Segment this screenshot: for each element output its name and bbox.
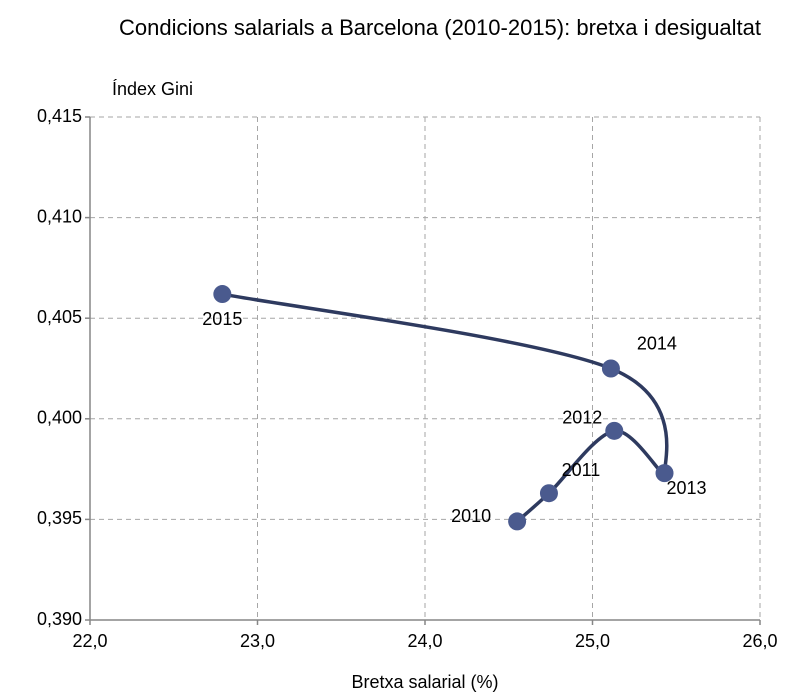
point-marker xyxy=(508,512,527,531)
point-marker xyxy=(601,359,620,378)
point-marker xyxy=(539,484,558,503)
y-tick-label: 0,390 xyxy=(37,609,82,629)
x-axis-label: Bretxa salarial (%) xyxy=(351,672,498,692)
y-tick-label: 0,415 xyxy=(37,106,82,126)
y-tick-label: 0,400 xyxy=(37,408,82,428)
point-label: 2015 xyxy=(202,309,242,329)
point-label: 2013 xyxy=(667,478,707,498)
x-tick-label: 23,0 xyxy=(240,631,275,651)
y-tick-label: 0,405 xyxy=(37,307,82,327)
point-label: 2011 xyxy=(562,460,601,480)
chart-title: Condicions salarials a Barcelona (2010-2… xyxy=(118,15,762,40)
point-label: 2012 xyxy=(562,408,602,428)
x-tick-label: 24,0 xyxy=(407,631,442,651)
point-label: 2014 xyxy=(637,333,677,353)
point-label: 2010 xyxy=(451,506,491,526)
y-tick-label: 0,410 xyxy=(37,206,82,226)
point-marker xyxy=(655,464,674,483)
point-marker xyxy=(213,285,232,304)
x-tick-label: 22,0 xyxy=(72,631,107,651)
y-axis-label: Índex Gini xyxy=(112,79,193,99)
x-tick-label: 25,0 xyxy=(575,631,610,651)
y-tick-label: 0,395 xyxy=(37,508,82,528)
x-tick-label: 26,0 xyxy=(742,631,777,651)
point-marker xyxy=(605,421,624,440)
